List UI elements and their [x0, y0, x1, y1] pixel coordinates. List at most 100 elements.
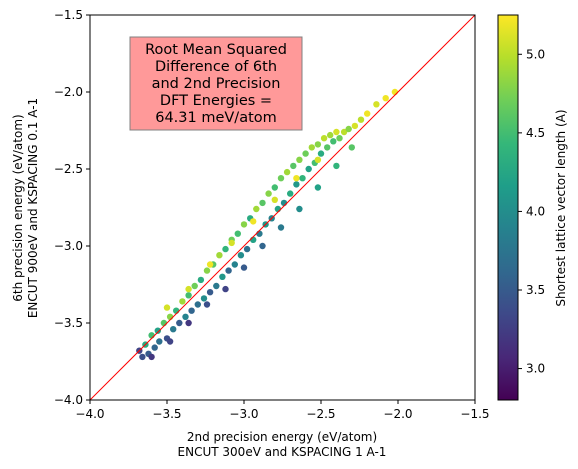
scatter-point: [382, 95, 389, 102]
scatter-point: [336, 135, 343, 142]
annotation-line: Difference of 6th: [155, 59, 277, 75]
scatter-point: [166, 313, 174, 320]
scatter-point: [154, 327, 161, 334]
scatter-point: [234, 230, 241, 237]
annotation-line: and 2nd Precision: [152, 76, 281, 92]
y-tick-label: −2.0: [54, 85, 83, 99]
scatter-point: [222, 245, 229, 253]
y-tick-label: −1.5: [54, 8, 83, 22]
scatter-point: [166, 338, 174, 345]
scatter-point: [373, 101, 380, 108]
scatter-point: [287, 190, 294, 197]
scatter-point: [293, 175, 300, 182]
scatter-point: [203, 267, 211, 274]
scatter-point: [274, 205, 282, 213]
colorbar: [497, 14, 519, 401]
scatter-point: [203, 301, 211, 308]
x-tick-label: −3.0: [229, 407, 258, 421]
x-tick-label: −4.0: [75, 407, 104, 421]
scatter-point: [240, 264, 248, 271]
x-tick-label: −1.5: [460, 407, 489, 421]
scatter-point: [330, 138, 337, 145]
scatter-point: [391, 88, 399, 96]
scatter-point: [333, 128, 340, 136]
colorbar-tick-label: 5.0: [526, 47, 545, 61]
scatter-point: [170, 326, 177, 333]
annotation-line: DFT Energies =: [160, 93, 272, 109]
scatter-point: [139, 353, 146, 361]
scatter-point: [259, 199, 266, 207]
scatter-point: [148, 353, 155, 361]
x-axis-label: 2nd precision energy (eV/atom): [187, 430, 377, 444]
scatter-point: [277, 175, 285, 182]
scatter-point: [296, 156, 303, 163]
colorbar-tick-label: 4.5: [526, 126, 545, 140]
x-tick-label: −2.5: [306, 407, 335, 421]
scatter-point: [253, 205, 260, 213]
x-tick-label: −2.0: [383, 407, 412, 421]
scatter-point: [345, 125, 352, 133]
scatter-point: [194, 301, 201, 308]
scatter-point: [327, 131, 334, 139]
scatter-point: [357, 116, 365, 123]
scatter-point: [259, 242, 266, 250]
scatter-point: [277, 224, 285, 231]
scatter-point: [302, 150, 309, 157]
scatter-point: [173, 307, 180, 314]
scatter-point: [317, 150, 325, 157]
scatter-point: [228, 239, 235, 247]
scatter-point: [308, 144, 315, 151]
scatter-point: [237, 252, 245, 259]
scatter-point: [148, 332, 155, 339]
scatter-point: [156, 338, 163, 345]
scatter-point: [283, 168, 291, 176]
x-axis-sublabel: ENCUT 300eV and KSPACING 1 A-1: [178, 445, 387, 459]
annotation-line: Root Mean Squared: [145, 42, 287, 58]
scatter-point: [280, 199, 288, 207]
scatter-point: [250, 236, 257, 243]
scatter-point: [340, 128, 348, 136]
scatter-point: [314, 184, 322, 191]
x-axis-ticks: −4.0 −3.5 −3.0 −2.5 −2.0 −1.5: [75, 400, 490, 421]
scatter-point: [179, 298, 186, 305]
annotation-box: [129, 36, 303, 131]
colorbar-label: Shortest lattice vector length (A): [554, 109, 568, 306]
scatter-point: [243, 245, 251, 253]
scatter-point: [256, 230, 263, 237]
rmse-annotation: Root Mean Squared Difference of 6th and …: [129, 36, 303, 131]
scatter-point: [191, 282, 198, 290]
scatter-point: [225, 267, 232, 274]
scatter-point: [271, 196, 278, 203]
scatter-point: [348, 144, 355, 151]
scatter-point: [151, 344, 158, 351]
x-tick-label: −3.5: [152, 407, 181, 421]
scatter-point: [185, 285, 192, 293]
scatter-point: [188, 307, 195, 314]
scatter-point: [333, 162, 340, 170]
scatter-point: [299, 175, 306, 182]
scatter-point: [206, 261, 214, 268]
y-tick-label: −4.0: [54, 393, 83, 407]
identity-reference-line: [89, 14, 476, 401]
scatter-point: [265, 190, 272, 197]
colorbar-tick-label: 3.0: [526, 362, 545, 376]
colorbar-tick-label: 3.5: [526, 283, 545, 297]
plot-frame: [89, 14, 476, 401]
y-tick-label: −2.5: [54, 162, 83, 176]
y-tick-label: −3.0: [54, 239, 83, 253]
scatter-point: [293, 181, 300, 188]
scatter-point: [320, 135, 328, 142]
scatter-point: [206, 289, 214, 296]
scatter-point: [231, 261, 238, 268]
colorbar-tick-label: 4.0: [526, 204, 545, 218]
scatter-point: [216, 252, 223, 259]
scatter-point: [250, 218, 257, 225]
scatter-point: [200, 295, 208, 302]
scatter-point: [314, 156, 322, 163]
scatter-point: [163, 304, 171, 311]
y-axis-label: 6th precision energy (eV/atom): [11, 114, 25, 301]
annotation-line: 64.31 meV/atom: [155, 110, 277, 126]
colorbar-ticks: 3.0 3.5 4.0 4.5 5.0: [518, 47, 545, 376]
scatter-point: [290, 162, 297, 170]
